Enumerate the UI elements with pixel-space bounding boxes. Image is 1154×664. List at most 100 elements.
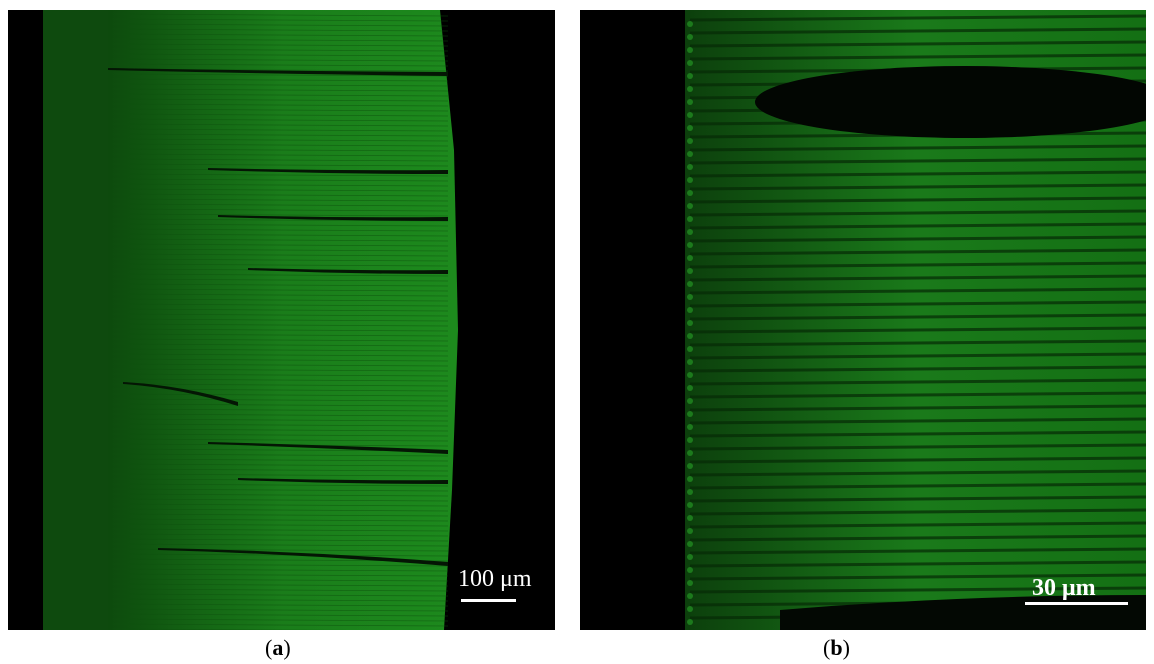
caption-b-open: ( (823, 635, 831, 660)
fiber-line (689, 287, 1146, 295)
fiber-line (111, 493, 449, 497)
caption-a: (a) (265, 636, 291, 660)
scale-bar-a (461, 599, 516, 602)
caption-b: (b) (823, 636, 850, 660)
fiber-end (687, 450, 693, 456)
fiber-line (111, 508, 449, 512)
fiber-line (111, 158, 449, 162)
fiber-line (111, 598, 449, 602)
fiber-line (111, 578, 449, 582)
fiber-line (689, 144, 1146, 152)
fiber-line (111, 253, 449, 257)
fiber-line (111, 463, 449, 467)
fiber-line (689, 274, 1146, 282)
fiber-line (111, 438, 449, 442)
fiber-line (111, 313, 449, 317)
fiber-end (687, 203, 693, 209)
fiber-end (687, 476, 693, 482)
fiber-gap (108, 68, 448, 76)
fiber-line (689, 456, 1146, 464)
fiber-line (111, 333, 449, 337)
fiber-line (689, 170, 1146, 178)
fiber-line (111, 433, 449, 437)
fiber-line (111, 533, 449, 537)
fiber-line (111, 323, 449, 327)
fiber-line (111, 233, 449, 237)
fiber-gap (158, 548, 448, 566)
fiber-line (689, 326, 1146, 334)
fiber-line (111, 603, 449, 607)
fiber-line (111, 128, 449, 132)
fiber-line (111, 518, 449, 522)
fiber-end (687, 86, 693, 92)
fiber-line (111, 318, 449, 322)
fiber-end (687, 255, 693, 261)
fiber-line (111, 293, 449, 297)
fiber-line (111, 363, 449, 367)
left-strip (43, 10, 111, 630)
fiber-end (687, 606, 693, 612)
fiber-line (111, 338, 449, 342)
fiber-line (111, 38, 449, 42)
fiber-line (111, 568, 449, 572)
fiber-line (111, 498, 449, 502)
fiber-line (689, 157, 1146, 165)
fiber-line (111, 468, 449, 472)
fiber-end (687, 60, 693, 66)
fiber-lines-a (111, 13, 449, 630)
fiber-line (689, 40, 1146, 48)
fiber-line (111, 628, 348, 630)
fiber-line (689, 235, 1146, 243)
fiber-gap (218, 215, 448, 221)
fiber-line (111, 208, 449, 212)
fiber-line (111, 228, 449, 232)
fiber-end (687, 294, 693, 300)
fiber-gap (123, 382, 238, 406)
fiber-line (111, 288, 449, 292)
fiber-line (111, 213, 449, 217)
fiber-line (689, 560, 1146, 568)
fiber-line (111, 513, 449, 517)
fiber-line (111, 423, 449, 427)
fiber-line (111, 488, 449, 492)
fiber-line (111, 88, 449, 92)
scale-bar-label-a: 100 μm (458, 566, 532, 592)
fiber-end (687, 489, 693, 495)
fiber-line (689, 534, 1146, 542)
fiber-line (111, 538, 449, 542)
caption-b-letter: b (830, 635, 843, 660)
fiber-line (111, 28, 449, 32)
fiber-line (689, 53, 1146, 61)
fiber-line (689, 365, 1146, 373)
fiber-line (111, 308, 449, 312)
fiber-line (111, 398, 449, 402)
fiber-line (111, 358, 449, 362)
micrograph-panel-b: 30 μm (580, 10, 1146, 630)
fiber-end (687, 333, 693, 339)
fiber-line (111, 163, 449, 167)
fiber-line (689, 482, 1146, 490)
fiber-end (687, 580, 693, 586)
fiber-end (687, 463, 693, 469)
fiber-line (111, 33, 449, 37)
fiber-line (111, 418, 449, 422)
fiber-end (687, 411, 693, 417)
fiber-line (111, 428, 449, 432)
fiber-line (111, 178, 449, 182)
fiber-end (687, 437, 693, 443)
fiber-line (689, 352, 1146, 360)
fiber-end (687, 73, 693, 79)
fiber-line (689, 417, 1146, 425)
fiber-line (111, 83, 449, 87)
fiber-line (111, 53, 449, 57)
fiber-line (689, 573, 1146, 581)
fiber-line (111, 593, 449, 597)
fiber-line (689, 378, 1146, 386)
fiber-line (111, 238, 449, 242)
fiber-line (111, 283, 449, 287)
fiber-line (111, 193, 449, 197)
fiber-line (111, 328, 449, 332)
fiber-line (689, 209, 1146, 217)
fiber-end (687, 593, 693, 599)
fiber-line (111, 403, 449, 407)
